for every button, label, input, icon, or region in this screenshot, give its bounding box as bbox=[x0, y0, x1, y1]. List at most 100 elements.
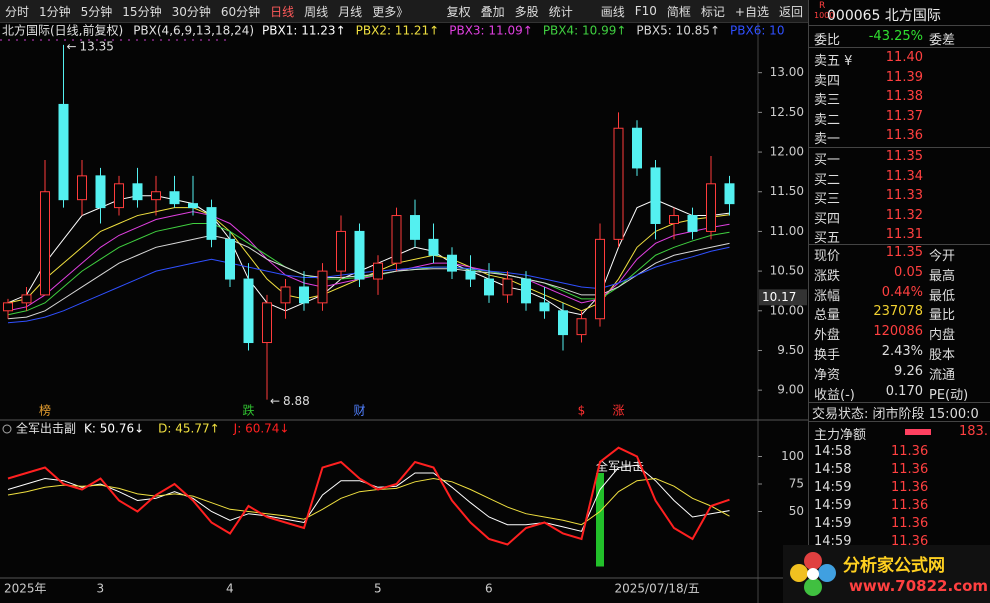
legend-entry: PBX4: 10.99↑ bbox=[543, 24, 627, 38]
candle-body bbox=[317, 270, 328, 304]
indicator-line bbox=[7, 477, 730, 526]
badge: 1000 bbox=[814, 11, 835, 20]
tool-button[interactable]: 简框 bbox=[666, 4, 691, 19]
row-value: 237078 bbox=[873, 304, 923, 320]
y-tick-label: 11.00 bbox=[770, 224, 804, 238]
candle-body bbox=[687, 215, 698, 232]
tool-button[interactable]: 叠加 bbox=[480, 4, 505, 19]
candle-body bbox=[632, 127, 642, 169]
candle-body bbox=[373, 262, 383, 280]
row-label-2: PE(动) bbox=[929, 387, 969, 403]
candle-body bbox=[724, 183, 735, 205]
tick-time: 14:59 bbox=[814, 498, 852, 513]
row-label: 卖五 ¥ bbox=[814, 54, 853, 69]
tool-button[interactable]: 统计 bbox=[548, 4, 573, 19]
row-label-2: 股本 bbox=[929, 348, 956, 363]
tool-button[interactable]: F10 bbox=[634, 4, 657, 18]
candle-body bbox=[58, 103, 69, 201]
row-label-2: 最高 bbox=[929, 268, 956, 284]
legend-entry: PBX2: 11.21↑ bbox=[356, 24, 440, 38]
tool-button[interactable]: 多股 bbox=[514, 4, 539, 19]
event-marker: 财 bbox=[353, 404, 365, 418]
candle-body bbox=[354, 230, 365, 280]
period-button[interactable]: 分时 bbox=[5, 4, 30, 19]
period-button[interactable]: 更多》 bbox=[372, 4, 409, 19]
candle-body bbox=[188, 203, 198, 209]
x-tick-label: 3 bbox=[97, 582, 105, 596]
logo-url: www.70822.com bbox=[849, 577, 989, 595]
row-label: 买四 bbox=[814, 211, 841, 227]
row-value: 11.35 bbox=[885, 149, 923, 164]
period-button[interactable]: 60分钟 bbox=[220, 4, 261, 19]
low-label: 8.88 bbox=[283, 394, 310, 408]
tool-button[interactable]: +自选 bbox=[734, 4, 769, 19]
ma-line bbox=[7, 246, 730, 324]
period-button[interactable]: 日线 bbox=[270, 4, 295, 19]
divider bbox=[809, 244, 990, 245]
tick-time: 14:59 bbox=[814, 480, 852, 495]
legend-entry: D: 45.77↑ bbox=[158, 422, 220, 436]
main-net-label: 主力净额 bbox=[814, 428, 867, 443]
tool-button[interactable]: 复权 bbox=[446, 4, 471, 19]
row-value: 2.43% bbox=[881, 344, 923, 359]
x-tick-label: 6 bbox=[485, 582, 493, 596]
legend-entry: PBX5: 10.85↑ bbox=[636, 24, 720, 38]
y-tick-label: 12.50 bbox=[770, 105, 804, 119]
quote-panel: R 1000 000065 北方国际 委比 -43.25% 委差 卖五 ¥ 11.40 卖四 11… bbox=[808, 0, 990, 603]
event-marker: 涨 bbox=[612, 403, 624, 418]
x-tick-label: 2025年 bbox=[4, 582, 47, 596]
period-button[interactable]: 15分钟 bbox=[122, 4, 162, 19]
row-label: 买一 bbox=[814, 153, 841, 168]
candle-body bbox=[114, 183, 124, 209]
period-button[interactable]: 5分钟 bbox=[80, 4, 113, 19]
row-label: 外盘 bbox=[814, 328, 841, 344]
y-tick-label: 10.00 bbox=[770, 303, 804, 317]
row-value: -43.25% bbox=[868, 29, 923, 44]
candle-body bbox=[558, 310, 568, 336]
cursor-price: 10.17 bbox=[762, 290, 796, 304]
y-tick-label: 75 bbox=[789, 477, 804, 491]
candle-body bbox=[502, 278, 513, 296]
period-button[interactable]: 30分钟 bbox=[171, 4, 211, 19]
candle-body bbox=[243, 278, 254, 344]
tick-price: 11.36 bbox=[891, 498, 929, 513]
legend-entry: K: 50.76↓ bbox=[84, 422, 144, 436]
candle-body bbox=[336, 230, 346, 272]
candle-body bbox=[132, 183, 143, 201]
period-button[interactable]: 1分钟 bbox=[39, 4, 71, 19]
event-marker: $ bbox=[578, 404, 586, 418]
toolbar: 分时 1分钟 5分钟 15分钟 30分钟 60分钟 日线 周线 月线 更多》 复权 叠加 多股 统计 画线 F… bbox=[0, 0, 808, 23]
row-value: 9.26 bbox=[894, 363, 923, 379]
candle-body bbox=[521, 278, 531, 304]
candle-body bbox=[706, 183, 716, 232]
y-tick-label: 9.50 bbox=[777, 343, 804, 357]
indicator-line bbox=[7, 446, 730, 546]
row-label: 买五 bbox=[814, 231, 841, 247]
candle-body bbox=[613, 127, 624, 240]
legend-entry: PBX6: 10 bbox=[730, 24, 784, 38]
row-value: 0.44% bbox=[881, 284, 923, 300]
row-value: 11.35 bbox=[885, 245, 923, 260]
tool-button[interactable]: 标记 bbox=[700, 4, 725, 19]
row-value: 11.33 bbox=[885, 188, 923, 204]
divider bbox=[809, 402, 990, 403]
main-net-bar bbox=[905, 429, 931, 435]
arrow: ← bbox=[67, 39, 77, 53]
indicator-name: PBX(4,6,9,13,18,24) bbox=[133, 24, 254, 38]
event-marker: 跌 bbox=[242, 403, 254, 418]
row-label: 涨跌 bbox=[814, 268, 841, 284]
legend-entry: PBX1: 11.23↑ bbox=[262, 24, 346, 38]
candle-body bbox=[465, 270, 476, 280]
logo-icon bbox=[790, 552, 836, 596]
tool-button[interactable]: 画线 bbox=[600, 4, 625, 19]
period-button[interactable]: 周线 bbox=[304, 4, 329, 19]
row-label: 买二 bbox=[814, 172, 841, 188]
cursor-price-box bbox=[759, 289, 807, 306]
signal-bar bbox=[596, 473, 604, 567]
tool-button[interactable]: 返回 bbox=[778, 4, 803, 19]
panel-title: 全军出击副 bbox=[16, 421, 76, 436]
period-button[interactable]: 月线 bbox=[338, 4, 363, 19]
row-label: 换手 bbox=[814, 348, 841, 363]
ma-line bbox=[7, 234, 730, 320]
row-label: 卖四 bbox=[814, 73, 841, 89]
